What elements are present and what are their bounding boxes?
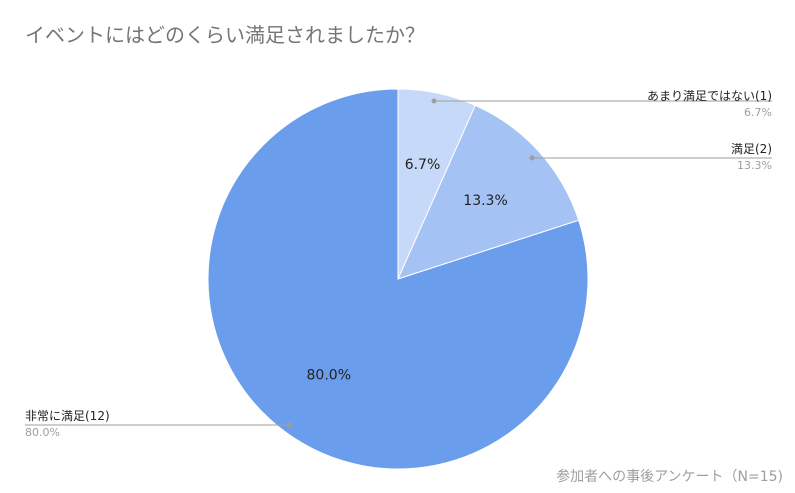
chart-title: イベントにはどのくらい満足されましたか？ — [25, 23, 425, 47]
callout-label-2: 満足(2) — [731, 142, 772, 156]
pie-slices — [207, 88, 589, 470]
pie-slice-3 — [207, 88, 589, 470]
source-note: 参加者への事後アンケート（N=15) — [556, 468, 783, 485]
pie-slice-2 — [397, 104, 580, 280]
callout-label-1: あまり満足ではない(1) — [647, 89, 772, 103]
callout-percent-2: 13.3% — [737, 159, 772, 172]
slice-percent-label-3: 80.0% — [307, 367, 351, 383]
callout-percent-3: 80.0% — [25, 426, 60, 439]
slice-callouts: あまり満足ではない(1) 6.7% 満足(2) 13.3% 非常に満足(12) 80.0% — [25, 89, 772, 439]
slice-percent-labels: 6.7% 13.3% 80.0% — [307, 157, 508, 384]
callout-percent-1: 6.7% — [744, 106, 772, 119]
callout-label-3: 非常に満足(12) — [25, 409, 110, 423]
slice-percent-label-1: 6.7% — [405, 157, 441, 173]
slice-percent-label-2: 13.3% — [463, 193, 507, 209]
